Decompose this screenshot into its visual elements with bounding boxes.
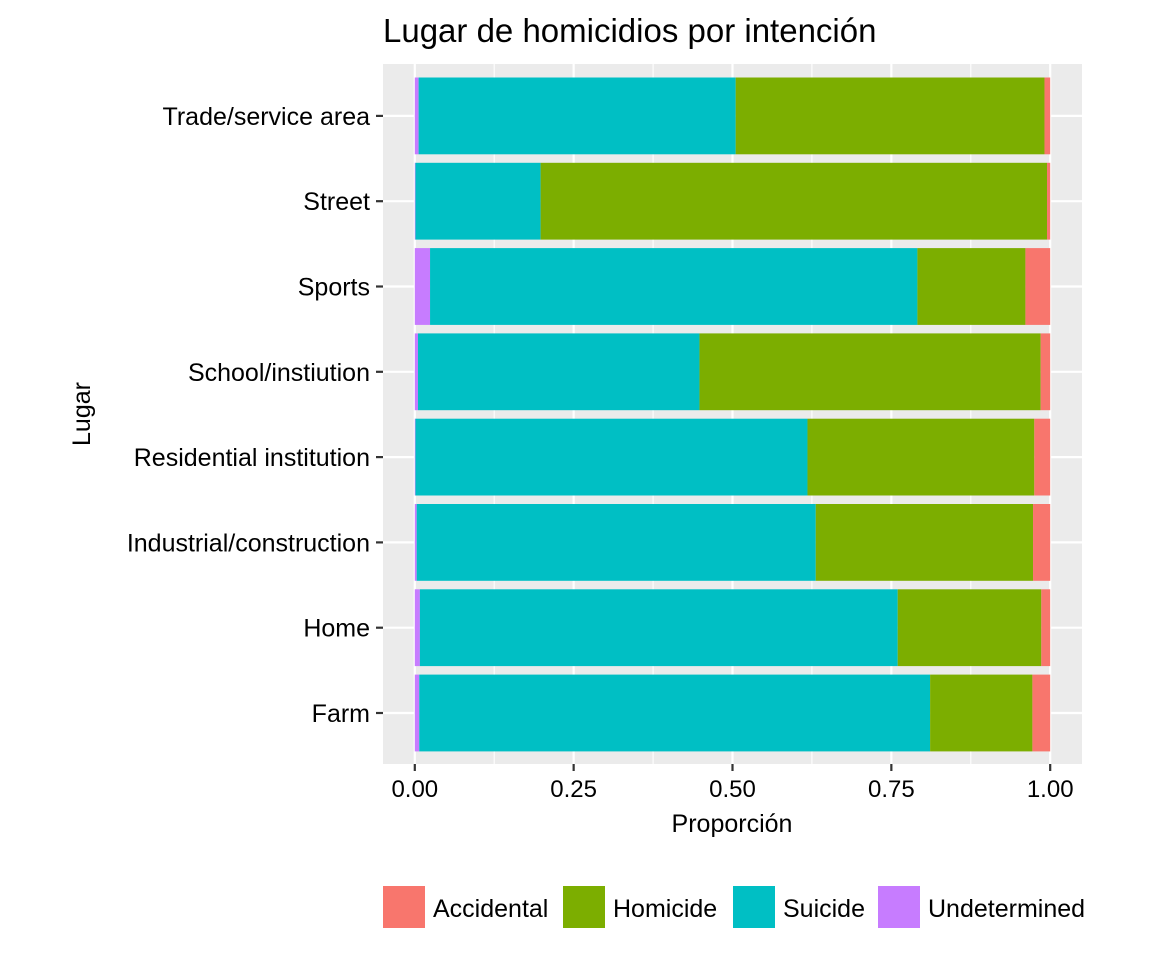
bar-farm-accidental [1032,674,1051,752]
y-tick-label: Industrial/construction [127,529,370,557]
legend-label-undetermined: Undetermined [928,895,1085,923]
y-tick-label: Trade/service area [163,103,371,131]
legend: Accidental Homicide Suicide Undetermined [383,886,1085,928]
x-axis-title: Proporción [672,810,793,838]
bar-home-suicide [419,589,898,667]
bar-home-homicide [897,589,1042,667]
bar-industrial-construction-accidental [1033,504,1051,581]
bar-home-undetermined [414,589,420,667]
chart-title: Lugar de homicidios por intención [383,12,876,49]
bar-sports-accidental [1025,248,1051,325]
y-axis-title: Lugar [68,382,96,446]
bar-school-instiution-suicide [417,333,700,411]
bar-street-suicide [415,162,541,240]
legend-key-accidental [383,886,425,928]
bar-trade-service-area-suicide [418,77,736,155]
x-tick-label: 0.75 [868,776,915,803]
legend-label-homicide: Homicide [613,895,717,923]
bar-street-undetermined [414,162,416,240]
y-tick-label: Farm [312,700,370,728]
legend-key-suicide [733,886,775,928]
bar-farm-homicide [930,674,1033,752]
bar-street-homicide [540,162,1048,240]
y-tick-label: Street [303,188,370,216]
bars [414,77,1051,752]
legend-key-undetermined [878,886,920,928]
x-tick-label: 0.50 [709,776,756,803]
bar-school-instiution-homicide [699,333,1041,411]
bar-sports-undetermined [414,248,431,325]
x-axis: 0.00 0.25 0.50 0.75 1.00 [391,764,1074,803]
bar-sports-homicide [917,248,1026,325]
x-tick-label: 0.00 [391,776,438,803]
bar-industrial-construction-homicide [815,504,1034,581]
legend-key-homicide [563,886,605,928]
bar-residential-institution-accidental [1034,418,1051,496]
bar-farm-undetermined [414,674,420,752]
bar-trade-service-area-undetermined [414,77,419,155]
legend-label-accidental: Accidental [433,895,548,923]
bar-residential-institution-homicide [807,418,1035,496]
bar-industrial-construction-suicide [416,504,816,581]
y-axis: Farm Home Industrial/construction Residenti… [127,103,383,728]
x-tick-label: 0.25 [550,776,597,803]
bar-home-accidental [1041,589,1051,667]
bar-school-instiution-accidental [1040,333,1051,411]
y-tick-label: Residential institution [134,444,370,472]
bar-sports-suicide [430,248,918,325]
bar-farm-suicide [419,674,931,752]
bar-trade-service-area-homicide [735,77,1045,155]
bar-industrial-construction-undetermined [414,504,417,581]
y-tick-label: Home [303,615,370,643]
bar-trade-service-area-accidental [1044,77,1051,155]
bar-residential-institution-suicide [415,418,808,496]
bar-street-accidental [1047,162,1051,240]
y-tick-label: School/instiution [188,359,370,387]
bar-residential-institution-undetermined [414,418,416,496]
legend-label-suicide: Suicide [783,895,865,923]
x-tick-label: 1.00 [1027,776,1074,803]
y-tick-label: Sports [298,274,370,302]
bar-school-instiution-undetermined [414,333,418,411]
